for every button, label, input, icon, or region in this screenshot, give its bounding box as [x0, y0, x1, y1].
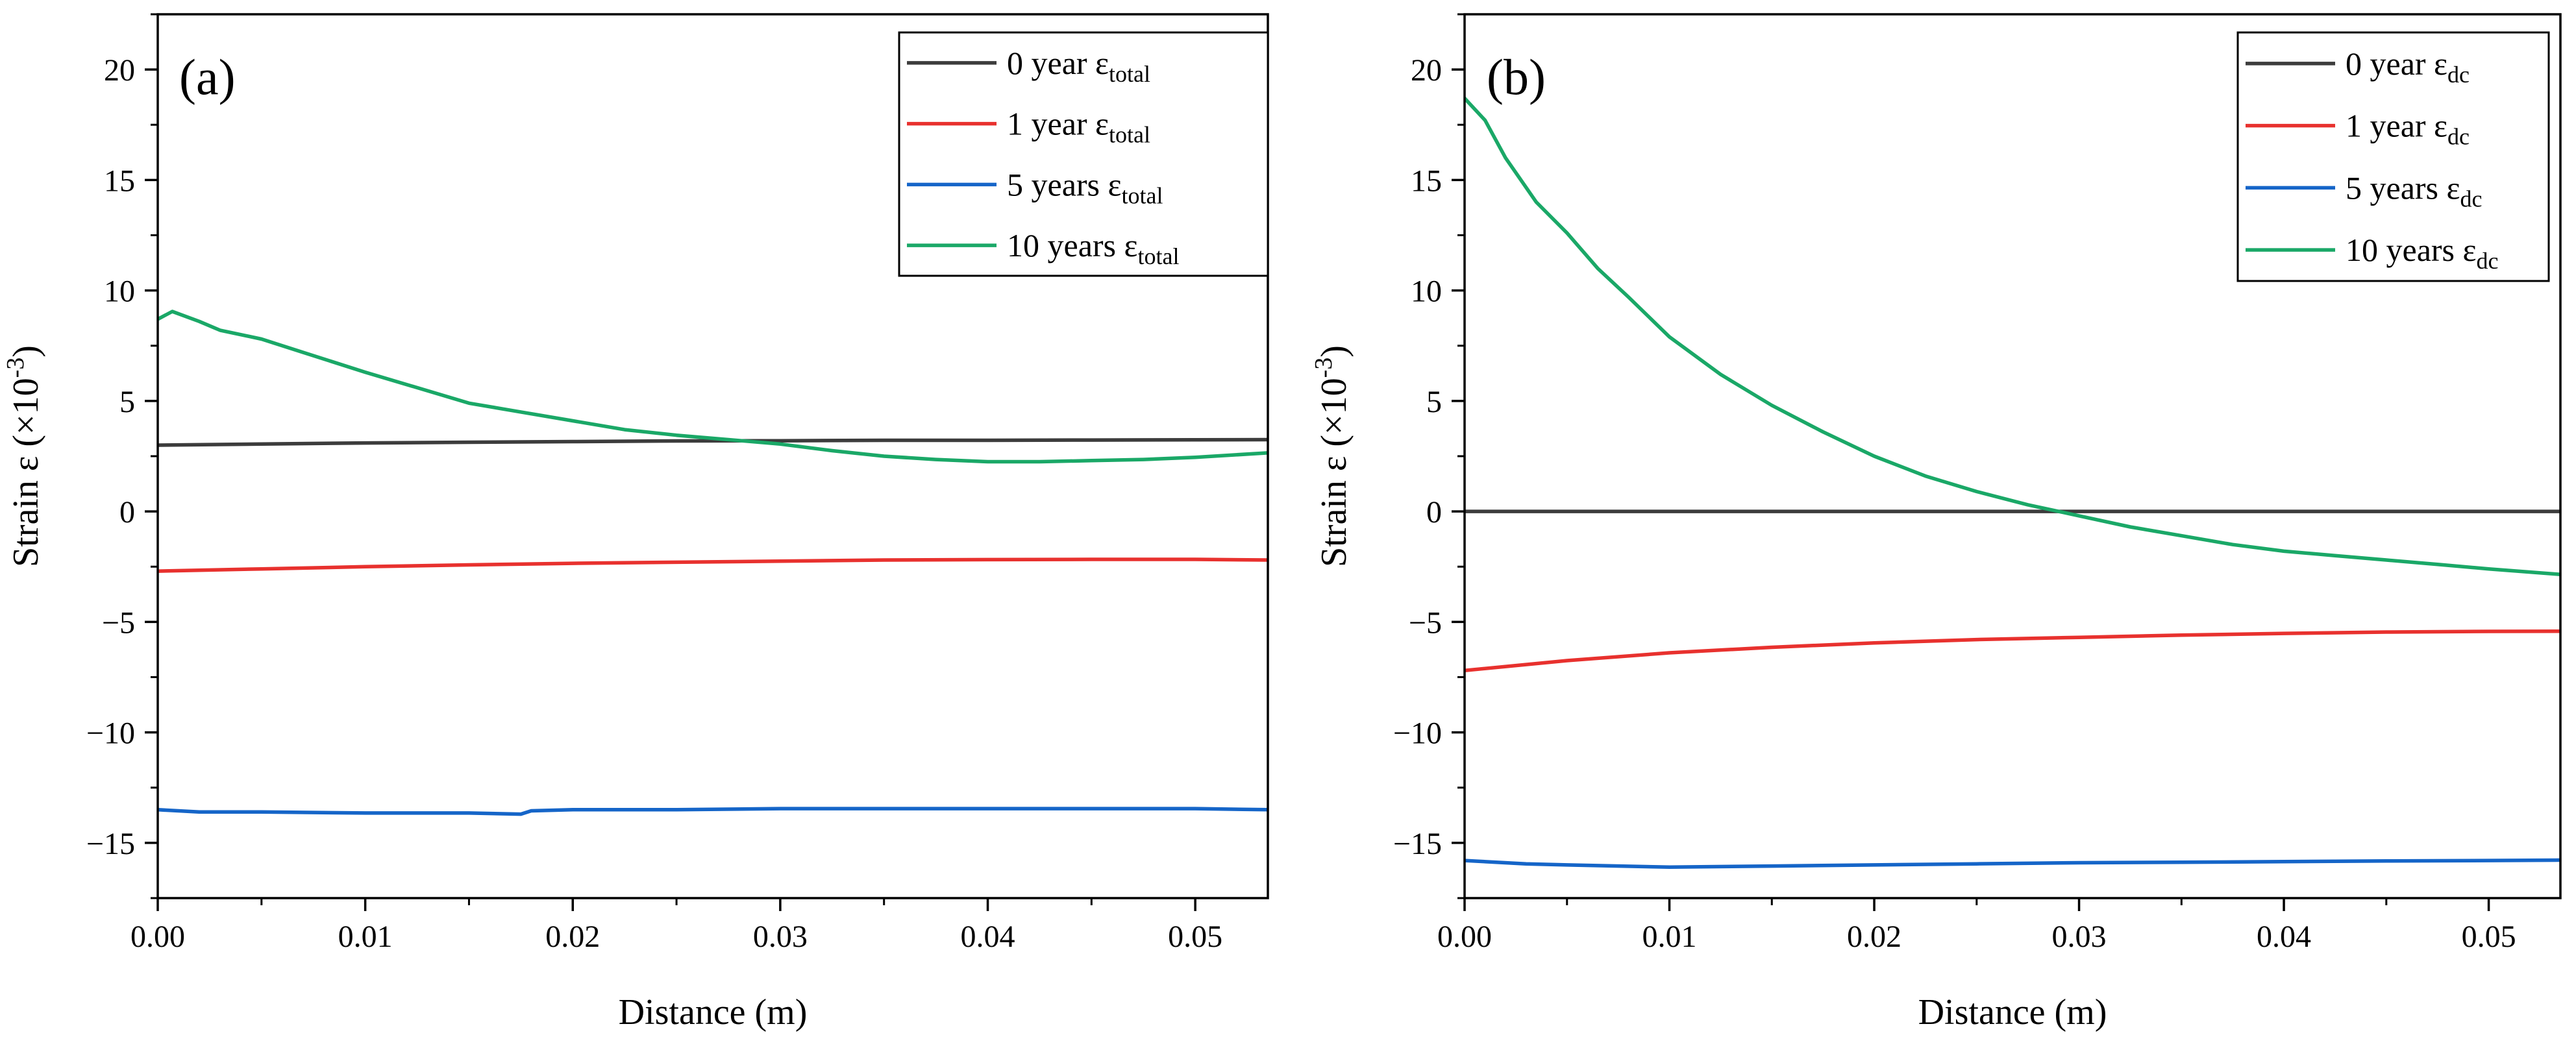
legend-series-name: 1 year [1007, 106, 1087, 142]
legend-epsilon: ε [2426, 108, 2448, 144]
legend-item: 0 year εdc [2246, 45, 2470, 88]
y-tick-label: −5 [1409, 605, 1442, 640]
legend-label: 0 year εdc [2346, 45, 2470, 88]
legend-subscript: total [1109, 61, 1150, 87]
legend-series-name: 10 years [2346, 232, 2455, 268]
y-tick-label: 5 [1426, 385, 1442, 419]
y-tick-label: 0 [1426, 495, 1442, 530]
legend-item: 10 years εtotal [907, 227, 1179, 269]
y-axis-title-end: ) [1314, 345, 1354, 358]
legend-epsilon: ε [1087, 45, 1109, 81]
x-tick-label: 0.02 [1847, 920, 1901, 954]
y-axis-title-base: Strain ε (×10 [1314, 378, 1354, 567]
series-line-10-years [158, 310, 1268, 464]
legend-series-name: 5 years [2346, 169, 2438, 206]
x-tick-label: 0.01 [338, 920, 393, 954]
y-tick-label: −10 [1393, 716, 1442, 751]
legend-subscript: dc [2447, 62, 2470, 88]
chart-panel-b: 0.00 0.01 0.02 0.03 0.04 0.05 −15 −10 −5 0 5 10 15 20… [1310, 13, 2562, 1032]
legend-series-name: 5 years [1007, 166, 1100, 202]
x-axis-title: Distance (m) [619, 992, 808, 1032]
legend-series-name: 0 year [1007, 45, 1087, 81]
series-group [158, 310, 1268, 816]
legend-item: 5 years εdc [2246, 169, 2482, 212]
chart-panel-a: 0.00 0.01 0.02 0.03 0.04 0.05 −15 −10 −5 0 5 10 15 20… [2, 13, 1269, 1032]
x-tick-label: 0.05 [2462, 920, 2516, 954]
legend-epsilon: ε [1116, 227, 1138, 263]
y-axis-title-end: ) [6, 345, 46, 358]
y-tick-label: −15 [1393, 827, 1442, 861]
legend-series-name: 10 years [1007, 227, 1116, 263]
legend-item: 10 years εdc [2246, 232, 2498, 274]
y-axis-title: Strain ε (×10-3) [1310, 345, 1354, 567]
legend-item: 1 year εtotal [907, 106, 1150, 148]
legend-epsilon: ε [2426, 45, 2448, 82]
series-line-1-year [158, 557, 1268, 573]
x-tick-label: 0.00 [130, 920, 185, 954]
panel-label: (b) [1487, 49, 1546, 105]
legend-subscript: dc [2460, 186, 2483, 212]
legend-label: 5 years εtotal [1007, 166, 1163, 208]
legend-series-name: 0 year [2346, 45, 2426, 82]
y-axis-title: Strain ε (×10-3) [2, 345, 46, 567]
x-tick-label: 0.03 [2052, 920, 2107, 954]
legend-label: 5 years εdc [2346, 169, 2482, 212]
legend-label: 10 years εdc [2346, 232, 2498, 274]
legend-epsilon: ε [2438, 169, 2460, 206]
x-tick-label: 0.00 [1437, 920, 1492, 954]
series-line-5-years [1465, 858, 2560, 870]
legend-epsilon: ε [1087, 106, 1109, 142]
x-axis-title: Distance (m) [1918, 992, 2107, 1032]
legend-subscript: dc [2477, 248, 2499, 274]
series-line-10-years [1465, 96, 2560, 576]
x-tick-label: 0.05 [1168, 920, 1222, 954]
y-tick-label: −15 [86, 827, 135, 861]
x-tick-label: 0.02 [545, 920, 600, 954]
y-tick-label: −5 [102, 605, 135, 640]
x-tick-label: 0.03 [753, 920, 808, 954]
legend-item: 5 years εtotal [907, 166, 1163, 208]
legend-label: 10 years εtotal [1007, 227, 1179, 269]
y-tick-label: 10 [104, 274, 135, 309]
y-tick-label: 15 [104, 164, 135, 198]
legend-label: 1 year εdc [2346, 108, 2470, 150]
x-tick-label: 0.04 [961, 920, 1015, 954]
y-axis-title-base: Strain ε (×10 [6, 378, 46, 567]
series-line-1-year [1465, 629, 2560, 673]
series-group [1465, 96, 2560, 870]
legend-box [898, 31, 1269, 277]
legend-label: 0 year εtotal [1007, 45, 1150, 87]
y-tick-label: 10 [1411, 274, 1442, 309]
y-tick-label: 15 [1411, 164, 1442, 198]
legend-subscript: total [1122, 182, 1163, 208]
legend-item: 0 year εtotal [907, 45, 1150, 87]
y-tick-label: 0 [119, 495, 135, 530]
y-axis-title-sup: -3 [1310, 358, 1337, 378]
legend-epsilon: ε [2455, 232, 2477, 268]
y-tick-label: −10 [86, 716, 135, 751]
x-tick-label: 0.01 [1642, 920, 1697, 954]
x-tick-label: 0.04 [2257, 920, 2311, 954]
legend-epsilon: ε [1100, 166, 1122, 202]
legend-subscript: total [1138, 243, 1180, 269]
legend-series-name: 1 year [2346, 108, 2426, 144]
legend-item: 1 year εdc [2246, 108, 2470, 150]
y-tick-label: 20 [1411, 53, 1442, 88]
series-line-5-years [158, 807, 1268, 816]
legend-label: 1 year εtotal [1007, 106, 1150, 148]
y-tick-label: 5 [119, 385, 135, 419]
y-axis-title-sup: -3 [2, 358, 29, 378]
series-line-0-year [158, 437, 1268, 447]
legend-box [2236, 31, 2550, 282]
legend-subscript: total [1109, 122, 1150, 148]
y-tick-label: 20 [104, 53, 135, 88]
legend-subscript: dc [2447, 124, 2470, 150]
panel-label: (a) [179, 49, 236, 105]
